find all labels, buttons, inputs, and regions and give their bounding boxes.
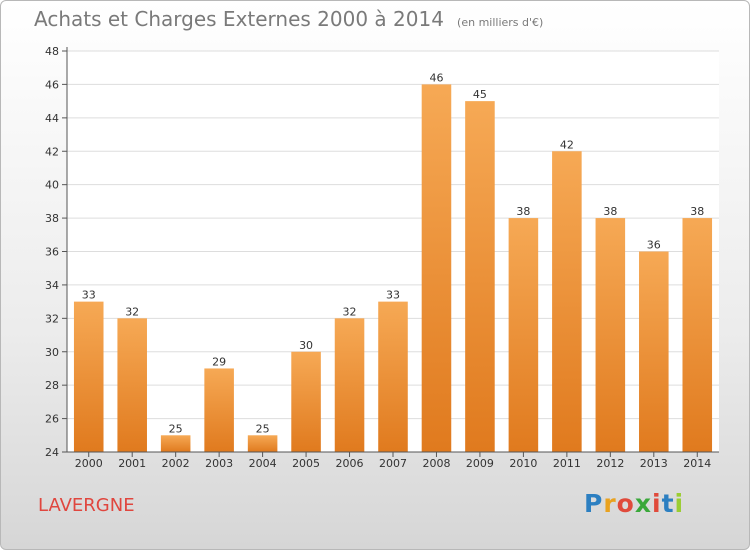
logo-letter: P [584,489,604,518]
bar [465,101,495,452]
x-tick-label: 2012 [596,457,624,470]
y-tick-label: 48 [45,45,59,58]
bar [552,151,582,452]
x-tick-label: 2008 [422,457,450,470]
y-tick-label: 30 [45,346,59,359]
x-tick-label: 2002 [162,457,190,470]
y-tick-label: 26 [45,413,59,426]
x-tick-label: 2010 [509,457,537,470]
data-label: 25 [256,422,270,435]
y-tick-label: 28 [45,379,59,392]
y-tick-label: 44 [45,112,59,125]
data-label: 45 [473,88,487,101]
data-label: 46 [429,71,443,84]
data-label: 33 [82,289,96,302]
data-label: 38 [516,205,530,218]
bar [595,218,626,452]
y-tick-label: 42 [45,145,59,158]
bar [73,301,104,452]
x-tick-label: 2005 [292,457,320,470]
data-label: 33 [386,289,400,302]
x-tick-label: 2014 [683,457,711,470]
data-label: 38 [603,205,617,218]
logo-letter: i [652,489,662,518]
data-label: 25 [169,422,183,435]
x-tick-label: 2000 [75,457,103,470]
logo-letter: r [603,489,617,518]
y-tick-label: 40 [45,179,59,192]
commune-name: LAVERGNE [38,495,135,516]
bar [334,318,365,452]
bar [117,318,147,452]
bar [508,218,539,452]
chart-unit-text: (en milliers d'€) [457,16,544,29]
bar [682,218,713,452]
x-tick-label: 2004 [249,457,277,470]
logo-letter: i [674,489,685,518]
bar [421,84,452,453]
x-tick-label: 2013 [640,457,668,470]
x-tick-label: 2006 [336,457,364,470]
bar [639,251,669,452]
y-tick-label: 32 [45,312,59,325]
y-tick-label: 36 [45,246,59,259]
y-tick-label: 24 [45,446,59,459]
bar [160,435,191,452]
data-label: 36 [647,239,661,252]
x-tick-label: 2001 [118,457,146,470]
logo-letter: o [616,489,635,518]
y-tick-label: 46 [45,78,59,91]
data-label: 29 [212,355,226,368]
x-tick-label: 2011 [553,457,581,470]
y-tick-label: 38 [45,212,59,225]
bar [247,435,278,452]
chart-title-text: Achats et Charges Externes 2000 à 2014 [34,7,444,31]
x-tick-label: 2007 [379,457,407,470]
proxiti-logo: Proxiti [584,489,684,518]
x-tick-label: 2003 [205,457,233,470]
data-label: 42 [560,138,574,151]
data-label: 38 [690,205,704,218]
bar [378,301,408,452]
x-tick-label: 2009 [466,457,494,470]
data-label: 32 [125,305,139,318]
data-label: 30 [299,339,313,352]
data-label: 32 [343,305,357,318]
chart-title: Achats et Charges Externes 2000 à 2014 (… [34,7,543,31]
logo-letter: t [661,489,675,518]
logo-letter: x [634,489,652,518]
bar [204,368,234,452]
y-tick-label: 34 [45,279,59,292]
bar [291,351,321,452]
